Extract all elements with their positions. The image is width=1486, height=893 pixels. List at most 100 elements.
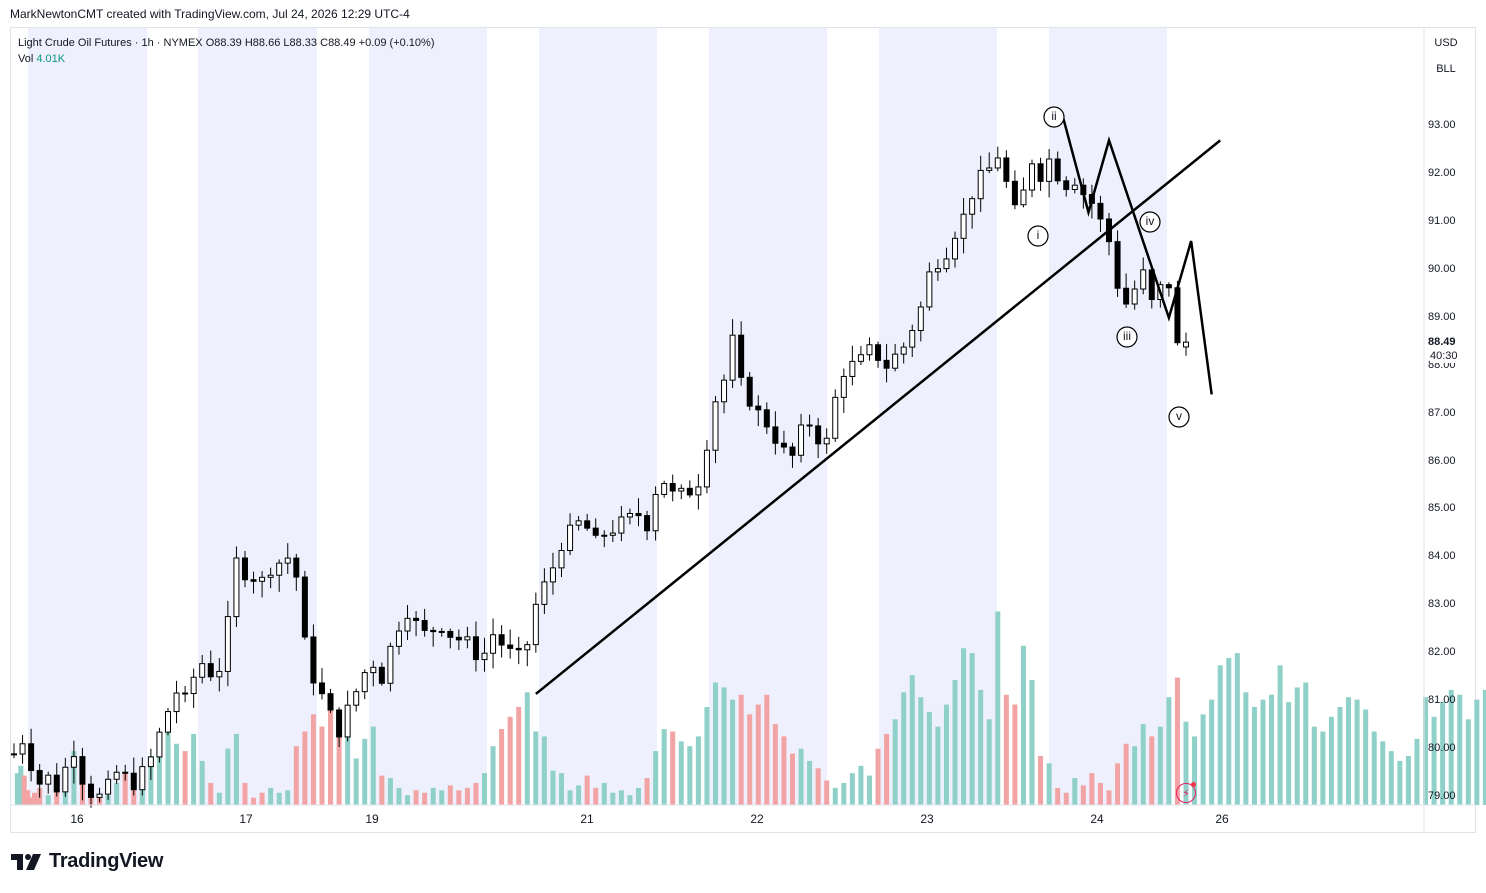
volume-bar [747, 714, 753, 805]
flash-icon[interactable]: ⚡ [1176, 783, 1196, 803]
volume-bar [1089, 773, 1095, 805]
volume-bar [114, 782, 120, 805]
volume-bar [336, 721, 342, 805]
low-label: L [283, 37, 290, 49]
candle-up [344, 704, 351, 738]
volume-bar [1465, 719, 1471, 805]
close-value: 88.49 [328, 37, 356, 49]
candle-up [695, 486, 702, 496]
candle-down [472, 636, 479, 661]
volume-bar [199, 760, 205, 805]
time-tick-label: 19 [365, 812, 379, 826]
candlesticks [11, 146, 1189, 808]
volume-bar [1046, 763, 1052, 805]
session-band [539, 28, 657, 805]
candle-up [532, 603, 539, 646]
volume-bar [1174, 677, 1180, 805]
price-tick-label: 91.00 [1428, 214, 1456, 227]
volume-bar [1354, 699, 1360, 805]
trendline [535, 139, 1222, 695]
candle-up [892, 353, 899, 369]
volume-bar [259, 792, 265, 805]
volume-bar [251, 797, 257, 805]
candle-up [900, 346, 907, 355]
symbol-title: Light Crude Oil Futures · 1h · NYMEX [18, 37, 203, 49]
volume-bar [148, 756, 154, 805]
candle-up [19, 743, 26, 755]
price-tick-label: 93.00 [1428, 119, 1456, 131]
price-tick-label: 84.00 [1428, 550, 1456, 563]
volume-bar [456, 790, 462, 805]
unit-badge[interactable]: BLL [1436, 63, 1456, 75]
candle-down [635, 512, 642, 517]
volume-bar [824, 780, 830, 805]
volume-bar [704, 707, 710, 805]
candle-down [447, 630, 454, 638]
volume-bar [1243, 692, 1249, 805]
volume-bar [1474, 699, 1480, 805]
candle-up [652, 493, 659, 532]
volume-bar [807, 760, 813, 805]
time-tick-label: 22 [750, 812, 764, 826]
volume-bar [225, 748, 231, 805]
volume-bar [362, 738, 368, 805]
tradingview-logo: TradingView [11, 850, 163, 873]
candle-up [259, 576, 266, 582]
volume-bar [1251, 707, 1257, 805]
session-band [879, 28, 997, 805]
candle-down [207, 663, 214, 678]
candle-down [241, 557, 248, 581]
volume-bar [18, 765, 24, 805]
volume-bar [995, 611, 1001, 805]
volume-value: 4.01K [36, 53, 66, 65]
candle-down [738, 334, 745, 378]
wave-circle [1027, 225, 1049, 247]
volume-bar [1371, 731, 1377, 805]
volume-bar [935, 726, 941, 805]
price-tick-label: 90.00 [1428, 262, 1456, 275]
candle-up [712, 401, 719, 451]
volume-bar [25, 790, 31, 805]
candle-up [147, 756, 154, 768]
candle-up [934, 268, 941, 273]
volume-bar [1149, 736, 1155, 805]
candle-up [62, 766, 69, 793]
volume-bar [1038, 756, 1044, 805]
volume-bar [242, 782, 248, 805]
volume-bar [593, 787, 599, 805]
volume-bar [1055, 787, 1061, 805]
volume-bar [439, 790, 445, 805]
volume-bar [764, 694, 770, 805]
candle-down [1123, 287, 1130, 305]
currency-badge[interactable]: USD [1434, 37, 1458, 49]
candle-down [780, 442, 787, 448]
candle-down [507, 644, 514, 649]
candle-up [943, 258, 950, 270]
volume-bar [661, 729, 667, 805]
volume-bar [156, 738, 162, 805]
candle-down [421, 619, 428, 631]
price-tick-label: 92.00 [1428, 166, 1456, 179]
candle-down [806, 424, 813, 427]
volume-bar [884, 733, 890, 805]
candle-up [404, 617, 411, 632]
volume-bar [832, 787, 838, 805]
volume-bar [122, 773, 128, 805]
volume-bar [986, 719, 992, 805]
volume-bar [1277, 665, 1283, 805]
candle-up [96, 793, 103, 798]
volume-bar [550, 770, 556, 805]
volume-bar [901, 692, 907, 805]
volume-bar [1020, 645, 1026, 805]
volume-bar [430, 787, 436, 805]
volume-bar [670, 731, 676, 805]
volume-bar [1183, 721, 1189, 805]
low-value: 88.33 [289, 37, 318, 49]
candle-down [815, 425, 822, 445]
candle-up [70, 756, 77, 768]
volume-bar [1123, 743, 1129, 805]
candle-up [840, 375, 847, 398]
volume-bar [755, 704, 761, 805]
volume-bar [293, 746, 299, 805]
